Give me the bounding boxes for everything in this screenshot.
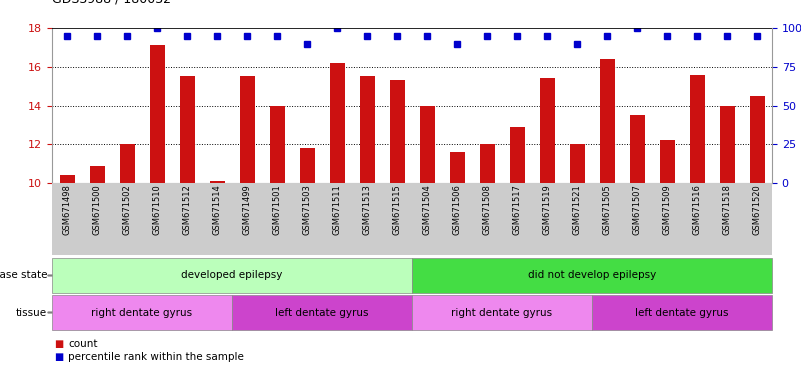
Bar bbox=[420, 106, 434, 183]
Bar bbox=[329, 63, 344, 183]
Text: GSM671517: GSM671517 bbox=[513, 184, 521, 235]
Bar bbox=[210, 181, 224, 183]
Text: GSM671500: GSM671500 bbox=[92, 184, 102, 235]
Text: GSM671519: GSM671519 bbox=[542, 184, 552, 235]
Bar bbox=[239, 76, 255, 183]
Bar bbox=[59, 175, 74, 183]
Bar bbox=[150, 45, 164, 183]
Text: GSM671499: GSM671499 bbox=[243, 184, 252, 235]
Text: GSM671513: GSM671513 bbox=[363, 184, 372, 235]
Bar bbox=[360, 76, 375, 183]
Text: GSM671512: GSM671512 bbox=[183, 184, 191, 235]
Text: GSM671503: GSM671503 bbox=[303, 184, 312, 235]
Text: GSM671501: GSM671501 bbox=[272, 184, 281, 235]
Text: GSM671516: GSM671516 bbox=[693, 184, 702, 235]
Text: right dentate gyrus: right dentate gyrus bbox=[91, 308, 192, 318]
Bar bbox=[659, 141, 674, 183]
Text: GSM671507: GSM671507 bbox=[633, 184, 642, 235]
Text: count: count bbox=[68, 339, 98, 349]
Text: GSM671504: GSM671504 bbox=[422, 184, 432, 235]
Bar bbox=[90, 166, 104, 183]
Text: GSM671520: GSM671520 bbox=[752, 184, 762, 235]
Bar bbox=[119, 144, 135, 183]
Text: left dentate gyrus: left dentate gyrus bbox=[276, 308, 368, 318]
Text: percentile rank within the sample: percentile rank within the sample bbox=[68, 352, 244, 362]
Text: GSM671498: GSM671498 bbox=[62, 184, 71, 235]
Bar bbox=[449, 152, 465, 183]
Text: GSM671506: GSM671506 bbox=[453, 184, 461, 235]
Text: developed epilepsy: developed epilepsy bbox=[181, 270, 283, 280]
Text: tissue: tissue bbox=[16, 308, 47, 318]
Bar bbox=[509, 127, 525, 183]
Bar bbox=[690, 74, 705, 183]
Text: GSM671518: GSM671518 bbox=[723, 184, 731, 235]
Bar bbox=[179, 76, 195, 183]
Text: GSM671521: GSM671521 bbox=[573, 184, 582, 235]
Text: ■: ■ bbox=[54, 339, 63, 349]
Text: GDS3988 / 180032: GDS3988 / 180032 bbox=[52, 0, 171, 6]
Text: GSM671509: GSM671509 bbox=[662, 184, 671, 235]
Bar bbox=[719, 106, 735, 183]
Text: did not develop epilepsy: did not develop epilepsy bbox=[528, 270, 656, 280]
Bar bbox=[750, 96, 764, 183]
Bar bbox=[570, 144, 585, 183]
Text: GSM671515: GSM671515 bbox=[392, 184, 401, 235]
Bar bbox=[540, 78, 554, 183]
Bar bbox=[389, 80, 405, 183]
Text: GSM671511: GSM671511 bbox=[332, 184, 341, 235]
Bar bbox=[480, 144, 494, 183]
Text: GSM671510: GSM671510 bbox=[152, 184, 162, 235]
Text: left dentate gyrus: left dentate gyrus bbox=[635, 308, 729, 318]
Text: right dentate gyrus: right dentate gyrus bbox=[452, 308, 553, 318]
Bar bbox=[300, 148, 315, 183]
Text: GSM671502: GSM671502 bbox=[123, 184, 131, 235]
Text: ■: ■ bbox=[54, 352, 63, 362]
Bar bbox=[599, 59, 614, 183]
Text: GSM671505: GSM671505 bbox=[602, 184, 611, 235]
Text: GSM671514: GSM671514 bbox=[212, 184, 222, 235]
Text: GSM671508: GSM671508 bbox=[482, 184, 492, 235]
Text: disease state: disease state bbox=[0, 270, 47, 280]
Bar bbox=[269, 106, 284, 183]
Bar bbox=[630, 115, 645, 183]
